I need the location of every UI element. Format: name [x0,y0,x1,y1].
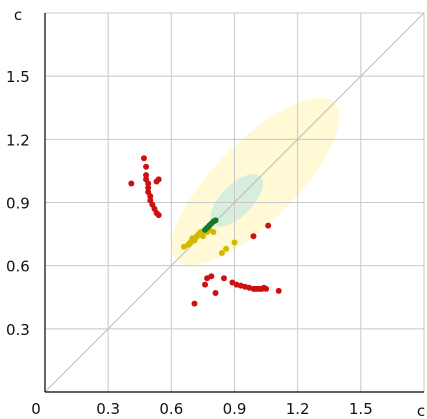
x-tick-label: 1.5 [349,400,373,418]
data-point-s1-2 [140,155,147,162]
data-point-s1-6 [145,180,152,187]
data-point-s1-21 [212,290,219,297]
data-point-s1-18 [202,281,209,288]
x-tick-label: 0 [31,400,41,418]
x-tick-label: 0.6 [159,400,183,418]
x-tick-label: 0.3 [96,400,120,418]
data-point-s1-35 [275,287,282,294]
y-axis-title: c [14,6,22,24]
data-points [128,155,282,307]
x-tick-label: 0.9 [223,400,247,418]
data-point-s2-15 [231,239,238,246]
y-tick-label: 0.3 [6,321,30,339]
data-point-s2-13 [218,250,225,257]
y-tick-label: 0.9 [6,195,30,213]
data-point-s2-9 [199,233,206,240]
data-point-s2-14 [223,245,230,252]
data-point-s1-14 [155,212,162,219]
data-point-s1-7 [145,184,152,191]
x-axis-title: c [417,402,425,419]
data-point-s1-3 [143,163,150,170]
data-point-s1-37 [265,222,272,229]
identity-diagonal-line [44,12,425,393]
y-tick-labels: 0.3 0.6 0.9 1.2 1.5 [6,68,30,339]
data-point-s1-9 [147,193,154,200]
x-tick-labels: 0 0.3 0.6 0.9 1.2 1.5 [31,400,373,418]
data-point-s1-34 [263,285,270,292]
data-point-s1-20 [208,273,215,280]
y-tick-label: 1.5 [6,68,30,86]
x-tick-label: 1.2 [286,400,310,418]
data-point-s1-36 [250,233,257,240]
y-tick-label: 1.2 [6,131,30,149]
data-point-s1-16 [155,176,162,183]
data-point-s3-6 [212,217,219,224]
y-tick-label: 0.6 [6,258,30,276]
data-point-s2-12 [210,228,217,235]
data-point-s1-22 [220,275,227,282]
data-point-s1-4 [143,172,150,179]
data-point-s1-1 [128,180,135,187]
data-point-s1-17 [191,300,198,307]
